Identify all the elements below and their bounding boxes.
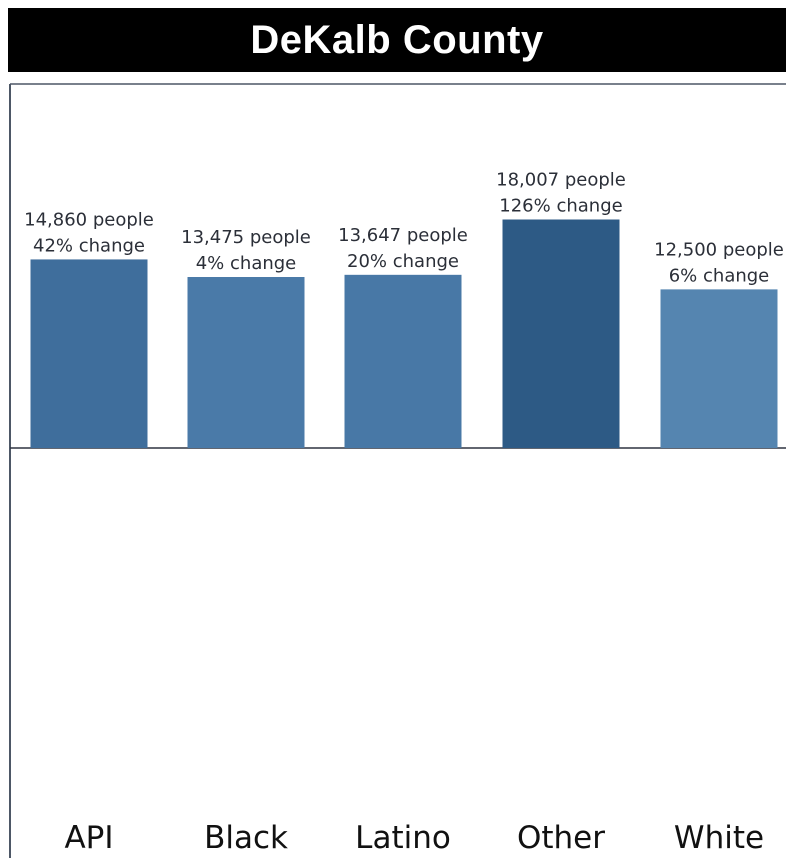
data-label-people-other: 18,007 people (496, 169, 626, 190)
x-tick-label-black: Black (204, 820, 288, 856)
category-labels-layer: API Black Latino Other White (64, 820, 764, 856)
bar-latino (344, 274, 462, 448)
x-tick-label-latino: Latino (355, 820, 451, 856)
data-label-people-latino: 13,647 people (338, 225, 468, 246)
chart-title: DeKalb County (8, 8, 786, 72)
bar-other (502, 219, 620, 448)
data-label-change-api: 42% change (33, 235, 145, 256)
bar-black (187, 277, 305, 448)
x-tick-label-api: API (64, 820, 113, 856)
x-tick-label-white: White (674, 820, 764, 856)
data-label-change-black: 4% change (196, 253, 297, 274)
chart-area: 14,860 people 42% change 13,475 people 4% c… (0, 80, 786, 858)
data-label-change-other: 126% change (499, 195, 622, 216)
data-label-change-white: 6% change (669, 265, 770, 286)
data-label-people-black: 13,475 people (181, 227, 311, 248)
value-labels-layer: 14,860 people 42% change 13,475 people 4% c… (24, 169, 784, 286)
bars-layer (30, 219, 778, 448)
bar-api (30, 259, 148, 448)
data-label-people-white: 12,500 people (654, 239, 784, 260)
x-tick-label-other: Other (517, 820, 605, 856)
bar-chart: 14,860 people 42% change 13,475 people 4% c… (9, 83, 786, 858)
data-label-change-latino: 20% change (347, 251, 459, 272)
bar-white (660, 289, 778, 448)
data-label-people-api: 14,860 people (24, 209, 154, 230)
